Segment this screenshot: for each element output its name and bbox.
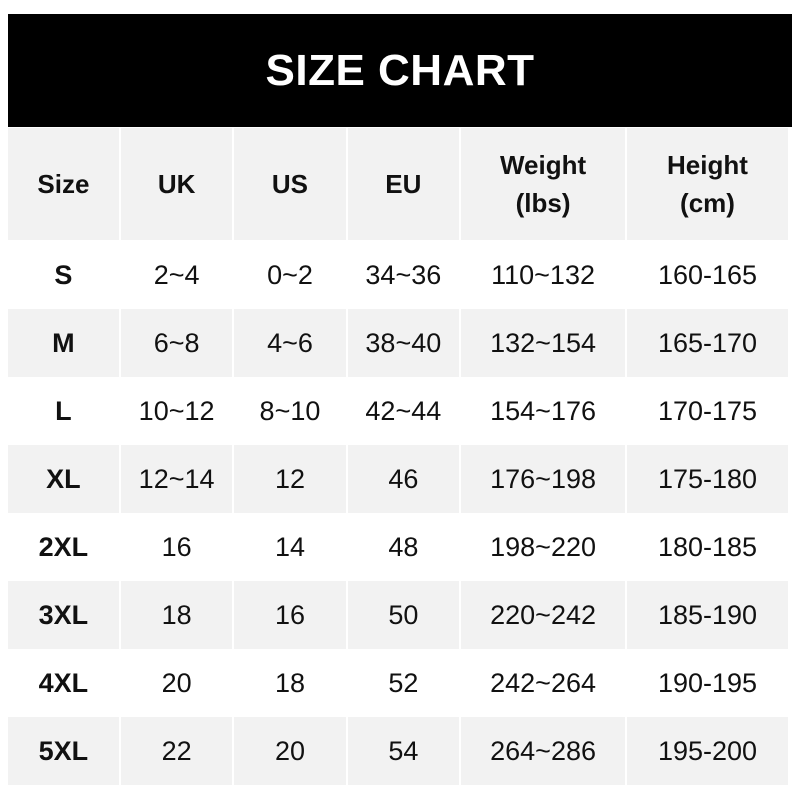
cell-size: 5XL: [8, 717, 119, 785]
cell-uk: 20: [120, 649, 233, 717]
cell-weight: 220~242: [461, 581, 625, 649]
cell-eu: 38~40: [347, 309, 460, 377]
cell-uk: 18: [120, 581, 233, 649]
cell-height: 165-170: [626, 309, 788, 377]
table-row: M 6~8 4~6 38~40 132~154 165-170: [8, 309, 788, 377]
cell-eu: 50: [347, 581, 460, 649]
cell-size: S: [8, 241, 119, 309]
cell-uk: 22: [120, 717, 233, 785]
column-header-weight: Weight (lbs): [461, 128, 625, 241]
cell-eu: 34~36: [347, 241, 460, 309]
cell-eu: 46: [347, 445, 460, 513]
cell-uk: 10~12: [120, 377, 233, 445]
cell-weight: 198~220: [461, 513, 625, 581]
cell-weight: 154~176: [461, 377, 625, 445]
table-row: XL 12~14 12 46 176~198 175-180: [8, 445, 788, 513]
cell-uk: 6~8: [120, 309, 233, 377]
cell-height: 160-165: [626, 241, 788, 309]
column-header-uk: UK: [120, 128, 233, 241]
cell-uk: 2~4: [120, 241, 233, 309]
column-header-us: US: [234, 128, 346, 241]
cell-size: XL: [8, 445, 119, 513]
cell-uk: 12~14: [120, 445, 233, 513]
cell-height: 180-185: [626, 513, 788, 581]
cell-height: 185-190: [626, 581, 788, 649]
column-header-eu: EU: [347, 128, 460, 241]
table-row: S 2~4 0~2 34~36 110~132 160-165: [8, 241, 788, 309]
cell-height: 170-175: [626, 377, 788, 445]
cell-size: M: [8, 309, 119, 377]
cell-weight: 110~132: [461, 241, 625, 309]
table-row: 2XL 16 14 48 198~220 180-185: [8, 513, 788, 581]
cell-size: 3XL: [8, 581, 119, 649]
cell-size: L: [8, 377, 119, 445]
cell-height: 195-200: [626, 717, 788, 785]
cell-us: 18: [234, 649, 346, 717]
cell-weight: 176~198: [461, 445, 625, 513]
cell-us: 8~10: [234, 377, 346, 445]
size-chart-title: SIZE CHART: [8, 14, 792, 127]
table-row: L 10~12 8~10 42~44 154~176 170-175: [8, 377, 788, 445]
cell-weight: 132~154: [461, 309, 625, 377]
cell-eu: 52: [347, 649, 460, 717]
cell-eu: 54: [347, 717, 460, 785]
cell-eu: 42~44: [347, 377, 460, 445]
size-chart-table: Size UK US EU Weight (lbs) Height (cm) S 2~4 0~…: [6, 128, 790, 785]
cell-height: 175-180: [626, 445, 788, 513]
cell-us: 4~6: [234, 309, 346, 377]
cell-us: 20: [234, 717, 346, 785]
cell-us: 0~2: [234, 241, 346, 309]
table-row: 4XL 20 18 52 242~264 190-195: [8, 649, 788, 717]
cell-us: 12: [234, 445, 346, 513]
cell-uk: 16: [120, 513, 233, 581]
cell-eu: 48: [347, 513, 460, 581]
cell-height: 190-195: [626, 649, 788, 717]
table-row: 3XL 18 16 50 220~242 185-190: [8, 581, 788, 649]
column-header-height: Height (cm): [626, 128, 788, 241]
header-row: Size UK US EU Weight (lbs) Height (cm): [8, 128, 788, 241]
cell-us: 16: [234, 581, 346, 649]
cell-us: 14: [234, 513, 346, 581]
cell-size: 4XL: [8, 649, 119, 717]
cell-size: 2XL: [8, 513, 119, 581]
cell-weight: 242~264: [461, 649, 625, 717]
table-row: 5XL 22 20 54 264~286 195-200: [8, 717, 788, 785]
column-header-size: Size: [8, 128, 119, 241]
cell-weight: 264~286: [461, 717, 625, 785]
